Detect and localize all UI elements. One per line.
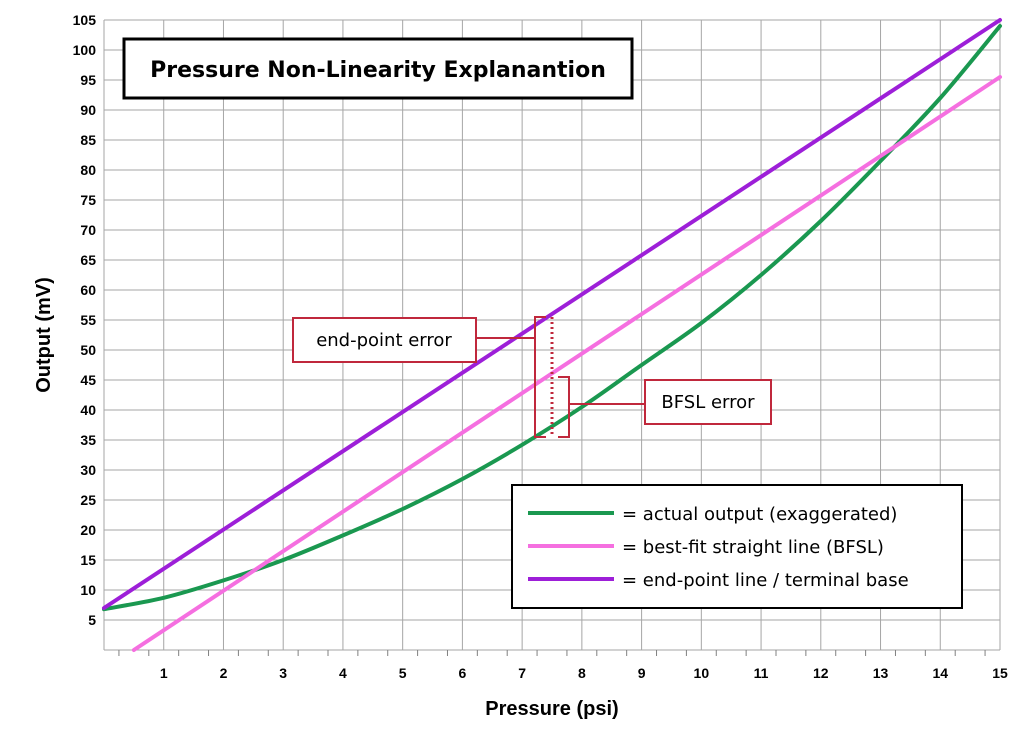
x-tick-label-3: 3 xyxy=(279,665,287,681)
series-layer xyxy=(102,18,1002,652)
x-tick-label-1: 1 xyxy=(160,665,168,681)
end-point-error-bracket xyxy=(534,316,546,438)
x-tick-label-10: 10 xyxy=(694,665,710,681)
y-tick-label-70: 70 xyxy=(80,222,96,238)
y-tick-label-50: 50 xyxy=(80,342,96,358)
y-tick-label-5: 5 xyxy=(88,612,96,628)
y-tick-label-55: 55 xyxy=(80,312,96,328)
y-tick-label-10: 10 xyxy=(80,582,96,598)
y-tick-label-65: 65 xyxy=(80,252,96,268)
x-tick-label-11: 11 xyxy=(754,665,769,681)
end-point-error-callout: end-point error xyxy=(292,317,477,363)
title-box xyxy=(122,37,634,100)
y-tick-label-40: 40 xyxy=(80,402,96,418)
y-tick-label-30: 30 xyxy=(80,462,96,478)
x-tick-label-5: 5 xyxy=(399,665,407,681)
tick-label-layer: 1 2 3 4 5 6 7 8 9 10 11 12 13 14 155101520253035404550… xyxy=(73,12,1008,681)
bfsl-error-bracket xyxy=(558,376,570,438)
series-end-point-line xyxy=(102,18,1002,610)
y-tick-label-45: 45 xyxy=(80,372,96,388)
bfsl-error-box xyxy=(644,379,772,425)
chart-title: Pressure Non-Linearity Explanantion xyxy=(150,58,606,83)
x-tick-label-7: 7 xyxy=(518,665,526,681)
x-tick-label-12: 12 xyxy=(813,665,829,681)
x-tick-label-15: 15 xyxy=(992,665,1008,681)
annotation-layer xyxy=(476,316,645,438)
y-tick-label-25: 25 xyxy=(80,492,96,508)
legend-label-bfsl: = best-fit straight line (BFSL) xyxy=(622,537,884,558)
y-tick-label-85: 85 xyxy=(80,132,96,148)
x-axis-title: Pressure (psi) xyxy=(485,698,618,720)
end-point-error-label: end-point error xyxy=(316,330,452,351)
y-tick-label-15: 15 xyxy=(80,552,96,568)
y-tick-label-20: 20 xyxy=(80,522,96,538)
bfsl-error-callout: BFSL error xyxy=(644,379,772,425)
bfsl-error-label: BFSL error xyxy=(661,392,755,413)
legend: = actual output (exaggerated) = best-fit… xyxy=(511,484,963,609)
x-tick-label-9: 9 xyxy=(638,665,646,681)
series-actual-output xyxy=(102,24,1002,612)
y-axis-title: Output (mV) xyxy=(33,277,55,393)
x-tick-label-8: 8 xyxy=(578,665,586,681)
y-tick-label-95: 95 xyxy=(80,72,96,88)
x-tick-label-2: 2 xyxy=(220,665,228,681)
y-tick-label-100: 100 xyxy=(73,42,97,58)
legend-label-actual: = actual output (exaggerated) xyxy=(622,504,897,525)
legend-label-endpoint: = end-point line / terminal base xyxy=(622,570,909,591)
x-tick-label-4: 4 xyxy=(339,665,347,681)
x-tick-label-14: 14 xyxy=(932,665,948,681)
x-tick-label-13: 13 xyxy=(873,665,889,681)
y-tick-label-60: 60 xyxy=(80,282,96,298)
end-point-error-box xyxy=(292,317,477,363)
y-tick-label-75: 75 xyxy=(80,192,96,208)
y-tick-label-90: 90 xyxy=(80,102,96,118)
x-tick-label-6: 6 xyxy=(459,665,467,681)
series-bfsl xyxy=(131,75,1002,652)
y-tick-label-35: 35 xyxy=(80,432,96,448)
y-tick-label-105: 105 xyxy=(73,12,97,28)
y-tick-label-80: 80 xyxy=(80,162,96,178)
